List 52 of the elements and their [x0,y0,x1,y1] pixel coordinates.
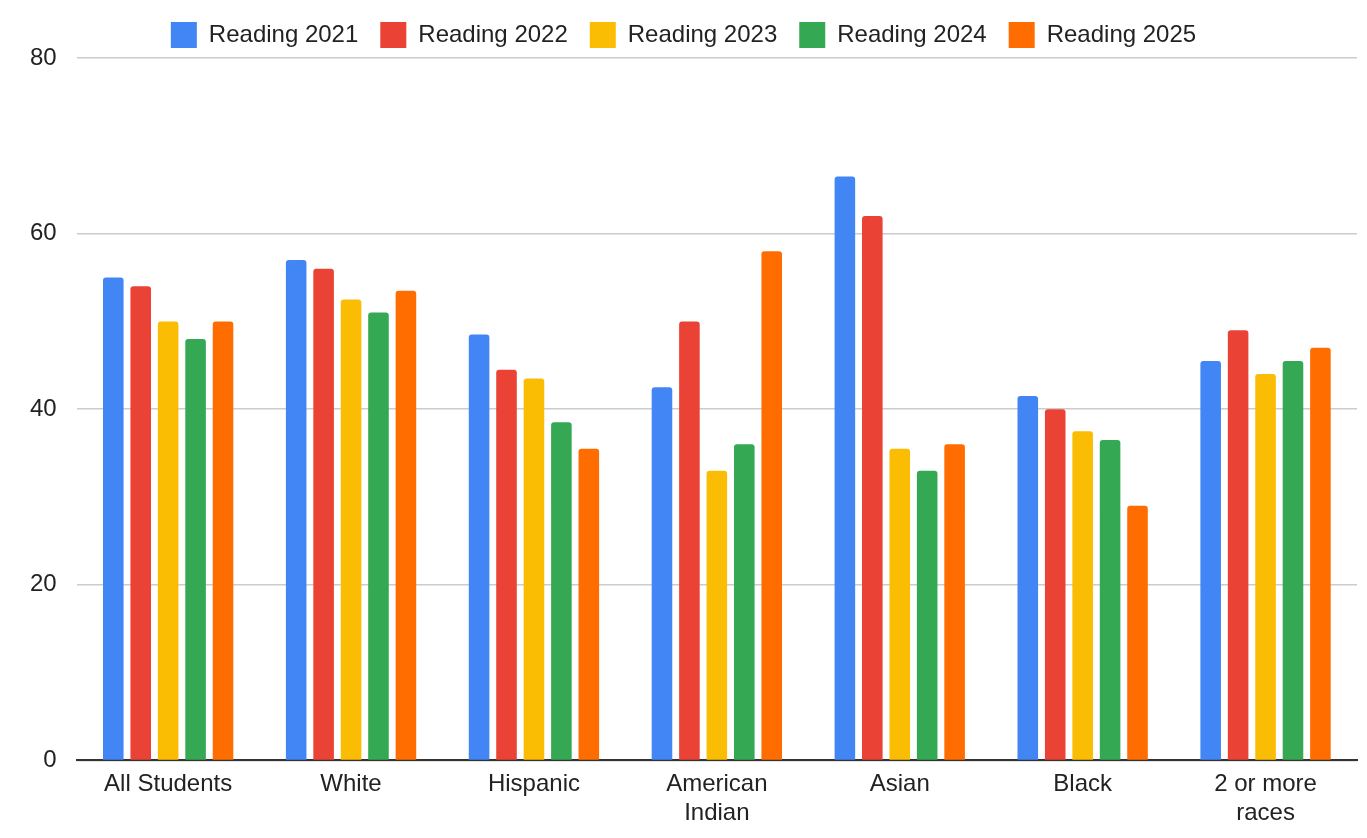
bar [651,387,673,760]
y-tick-label: 20 [29,569,57,597]
x-tick-label: 2 or more races [1214,769,1317,826]
bar [1044,409,1066,760]
bar [523,378,545,760]
bar [1017,396,1039,760]
bar [1200,360,1221,760]
bar [1255,374,1276,760]
x-tick-label: Hispanic [487,769,580,797]
legend-label: Reading 2023 [627,19,778,47]
x-tick-label: Asian [869,769,930,797]
bar [862,216,883,760]
bar [944,444,965,760]
y-tick-label: 40 [29,393,57,421]
bar [185,338,206,760]
bar [706,470,728,760]
x-tick-label: White [320,769,382,797]
bar [1282,360,1304,760]
bar [1072,431,1093,760]
bar [212,321,234,760]
bar [578,448,600,760]
x-tick-label: Black [1053,769,1113,797]
y-tick-label: 0 [43,745,57,773]
bar [1310,347,1331,760]
bar [916,470,938,760]
bar [496,369,517,760]
bar [889,448,911,760]
bar [1127,505,1148,760]
bar [551,422,572,760]
bar [834,176,856,760]
bar [102,277,124,760]
bar [285,259,307,760]
bar [468,334,490,760]
bar [340,299,362,760]
legend-label: Reading 2025 [1046,19,1197,47]
bar [734,444,755,760]
bar [130,286,151,760]
bar [395,290,417,760]
legend-label: Reading 2021 [208,19,359,47]
legend-label: Reading 2022 [418,19,568,47]
bar [1227,330,1249,760]
x-tick-label: All Students [104,769,233,797]
legend-label: Reading 2024 [837,19,987,47]
x-tick-label: American Indian [666,769,768,826]
y-tick-label: 80 [29,42,57,70]
bar [1099,439,1121,760]
bar [761,251,783,760]
bar [313,268,334,760]
bar [368,312,389,760]
y-tick-label: 60 [29,218,57,246]
bar [157,321,179,760]
bar [679,321,700,760]
